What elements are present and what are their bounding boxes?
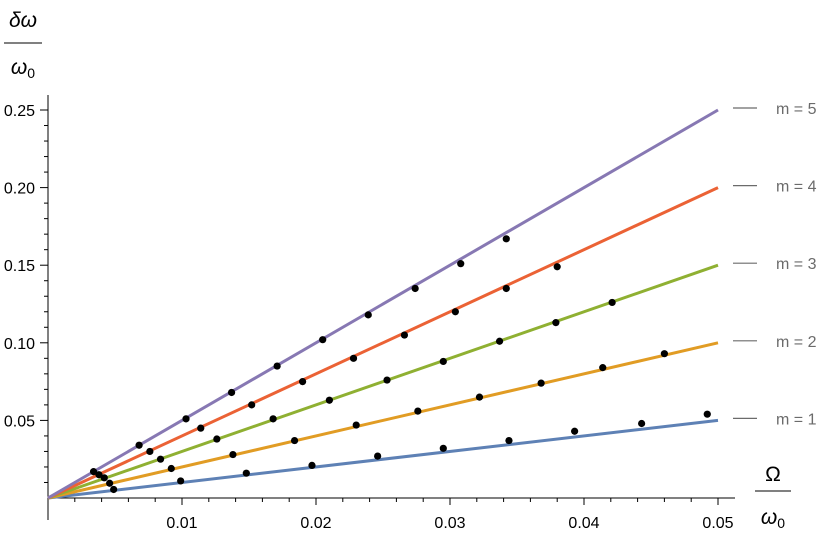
data-point-m4	[451, 308, 459, 316]
data-point-m1	[242, 469, 250, 477]
legend-label-m2: m = 2	[776, 334, 817, 351]
data-point-m5	[227, 388, 236, 397]
data-point-m5	[457, 260, 465, 268]
data-point-m3	[269, 415, 277, 423]
data-point-m1	[110, 485, 118, 494]
data-point-m2	[537, 379, 545, 387]
series-line-m3	[47, 263, 719, 500]
data-point-m3	[213, 435, 221, 443]
data-point-m5	[502, 235, 510, 243]
legend-label-m3: m = 3	[776, 256, 817, 273]
series-points	[89, 235, 711, 494]
data-point-m1	[439, 444, 447, 452]
data-point-m4	[248, 401, 256, 409]
legend-label-m4: m = 4	[776, 179, 817, 196]
data-point-m5	[135, 441, 143, 449]
data-point-m5	[89, 468, 98, 476]
data-point-m4	[553, 263, 561, 271]
x-axis-label: Ω ω0	[755, 463, 791, 531]
data-point-m4	[146, 447, 154, 456]
data-point-m4	[400, 331, 409, 339]
x-axis-label-denominator: ω0	[761, 506, 785, 531]
data-point-m1	[638, 419, 646, 428]
data-point-m4	[502, 284, 510, 293]
data-point-m2	[290, 436, 299, 445]
x-axis-label-numerator: Ω	[765, 463, 781, 486]
data-point-m3	[100, 474, 108, 482]
data-point-m3	[439, 357, 447, 366]
series-line-m5	[47, 108, 719, 500]
data-point-m4	[299, 378, 307, 386]
data-point-m2	[229, 450, 237, 459]
y-tick-label: 0.05	[4, 413, 35, 430]
data-point-m2	[599, 364, 607, 372]
data-point-m1	[571, 427, 579, 435]
data-point-m4	[349, 354, 358, 362]
series-line-m1	[47, 418, 719, 500]
data-point-m5	[182, 415, 190, 423]
x-tick-label: 0.03	[434, 515, 465, 532]
data-point-m2	[414, 407, 422, 415]
y-ticks: 0.05 0.10 0.15 0.20 0.25	[4, 103, 48, 483]
data-point-m1	[308, 461, 316, 470]
data-point-m5	[364, 311, 372, 319]
data-point-m1	[505, 436, 513, 445]
data-point-m5	[411, 284, 419, 293]
data-point-m2	[660, 350, 669, 358]
data-point-m3	[608, 298, 616, 307]
series-line-m2	[47, 341, 719, 500]
series-lines	[47, 108, 719, 500]
x-tick-label: 0.05	[702, 515, 733, 532]
y-tick-label: 0.10	[4, 336, 35, 353]
data-point-m4	[197, 424, 205, 432]
y-axis-label-denominator: ω0	[11, 56, 35, 81]
data-point-m3	[325, 396, 333, 404]
y-axis-label: δω ω0	[4, 9, 42, 81]
data-point-m1	[374, 452, 382, 460]
data-point-m5	[319, 336, 327, 344]
y-tick-label: 0.25	[4, 103, 35, 120]
data-point-m3	[156, 455, 165, 463]
data-point-m3	[552, 319, 560, 327]
x-tick-label: 0.04	[568, 515, 599, 532]
y-tick-label: 0.15	[4, 258, 35, 275]
data-point-m3	[383, 376, 391, 384]
data-point-m2	[106, 479, 114, 487]
data-point-m2	[352, 421, 360, 429]
data-point-m2	[475, 393, 484, 401]
data-point-m1	[177, 477, 185, 485]
data-point-m3	[495, 337, 504, 345]
x-tick-label: 0.02	[300, 515, 331, 532]
legend-label-m1: m = 1	[776, 411, 817, 428]
y-tick-label: 0.20	[4, 181, 35, 198]
data-point-m5	[273, 362, 281, 370]
legend-label-m5: m = 5	[776, 101, 817, 118]
series-line-m4	[47, 186, 719, 500]
x-ticks: 0.01 0.02 0.03 0.04 0.05	[74, 498, 734, 532]
x-tick-label: 0.01	[166, 515, 197, 532]
y-axis-label-numerator: δω	[9, 9, 37, 32]
data-point-m4	[95, 471, 103, 479]
legend: m = 1 m = 2 m = 3 m = 4 m = 5	[733, 101, 817, 428]
data-point-m1	[703, 410, 711, 418]
data-point-m2	[167, 464, 175, 473]
